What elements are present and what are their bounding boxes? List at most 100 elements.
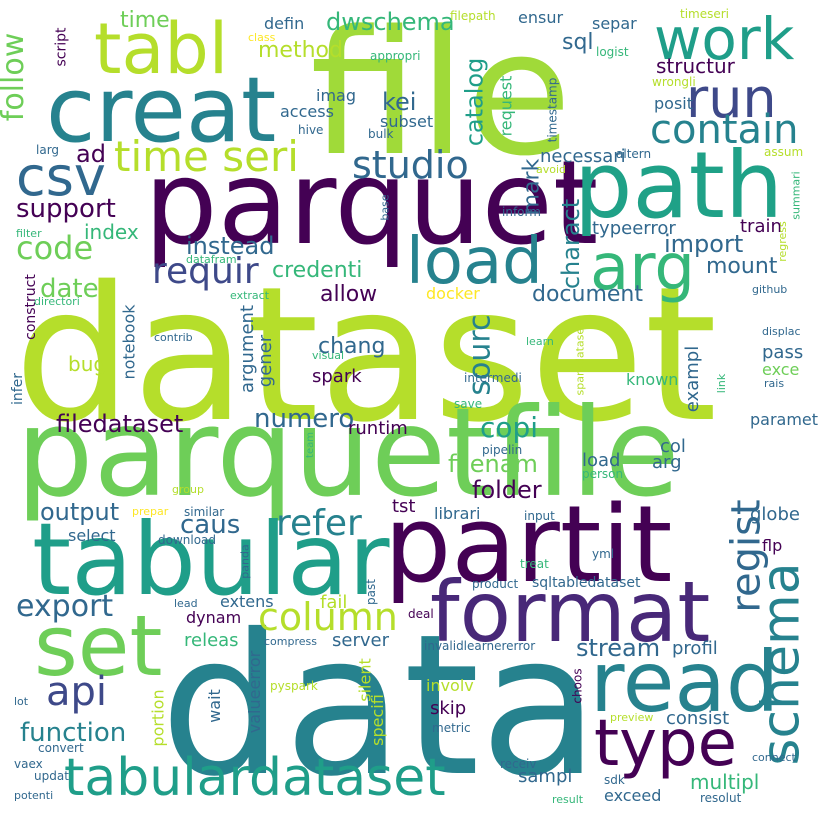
word-lead: lead [174, 597, 198, 610]
word-bug: bug [68, 352, 107, 376]
word-extract: extract [230, 289, 270, 302]
word-compress: compress [264, 635, 317, 648]
word-displac: displac [762, 325, 801, 338]
word-separ: separ [592, 14, 637, 33]
word-directori: directori [34, 295, 80, 308]
word-method: method [258, 38, 343, 63]
word-preview: preview [610, 711, 654, 724]
word-specifi: specifi [367, 694, 387, 746]
word-save: save [454, 397, 483, 411]
word-credenti: credenti [272, 258, 363, 283]
word-class: class [248, 31, 276, 44]
word-metric: metric [432, 721, 471, 735]
word-subset: subset [380, 112, 434, 131]
word-inform: inform [502, 205, 541, 219]
word-sdk: sdk [604, 773, 625, 787]
word-bulk: bulk [368, 127, 394, 141]
word-regress: regress [775, 221, 789, 262]
word-resolut: resolut [700, 791, 742, 805]
word-runtim: runtim [348, 418, 408, 439]
word-tabl: tabl [94, 8, 229, 90]
word-globe: globe [750, 504, 800, 525]
word-requir: requir [152, 251, 259, 292]
word-link: link [715, 373, 729, 394]
word-wrongli: wrongli [652, 75, 696, 89]
word-tabular: tabular [32, 501, 390, 618]
word-dynam: dynam [186, 608, 242, 627]
word-format: format [430, 563, 711, 661]
word-similar: similar [184, 505, 225, 519]
word-index: index [84, 220, 139, 244]
word-necessari: necessari [540, 146, 626, 167]
word-altern: altern [616, 147, 652, 161]
word-fail: fail [320, 592, 348, 613]
word-multipl: multipl [690, 770, 760, 794]
word-exce: exce [762, 360, 800, 379]
word-creat: creat [46, 58, 277, 163]
word-timestamp: timestamp [545, 77, 560, 143]
word-set: set [34, 597, 163, 695]
word-train: train [740, 216, 782, 237]
word-date: date [40, 274, 99, 304]
word-arg-small: arg [652, 452, 682, 473]
word-connect: connect [752, 751, 796, 764]
word-mount: mount [706, 254, 778, 279]
word-result: result [552, 793, 584, 806]
word-load-small: load [582, 450, 621, 471]
word-refer: refer [276, 503, 362, 544]
word-request: request [496, 75, 516, 137]
word-numero: numero [254, 404, 355, 434]
word-timeseri: timeseri [680, 7, 730, 21]
word-input: input [524, 509, 555, 523]
word-dataset: dataset [14, 246, 718, 463]
word-ad: ad [76, 140, 106, 168]
word-output: output [40, 498, 120, 526]
word-contrib: contrib [154, 331, 193, 344]
word-spark: spark [312, 366, 362, 387]
word-logist: logist [596, 45, 629, 59]
word-chang: chang [318, 334, 386, 359]
word-csv: csv [16, 145, 106, 208]
word-filedataset: filedataset [56, 410, 184, 438]
word-panda: panda [238, 544, 252, 579]
word-valueerror: valueerror [245, 650, 265, 734]
word-avoid: avoid [536, 163, 567, 176]
word-sampl: sampl [518, 766, 573, 787]
word-convert: convert [38, 741, 84, 755]
word-flp: flp [762, 536, 783, 555]
word-api: api [46, 669, 108, 715]
word-studio: studio [352, 143, 469, 187]
word-extens: extens [220, 592, 274, 611]
word-stream: stream [576, 634, 661, 662]
word-consist: consist [666, 708, 730, 729]
word-prepar: prepar [132, 505, 169, 518]
word-team: team [304, 432, 316, 458]
word-librari: librari [434, 504, 481, 523]
word-infer: infer [10, 372, 27, 406]
word-profil: profil [672, 638, 718, 659]
word-assum: assum [764, 145, 804, 159]
word-load: load [406, 225, 543, 299]
word-posit: posit [654, 94, 693, 113]
word-tst: tst [392, 496, 416, 517]
word-pipelin: pipelin [482, 443, 523, 457]
word-datafram: datafram [186, 253, 237, 266]
word-lot: lot [14, 695, 29, 708]
word-learn: learn [526, 335, 554, 348]
word-updat: updat [34, 769, 69, 783]
word-past: past [363, 579, 378, 605]
word-filenam: filenam [448, 450, 538, 478]
word-work: work [654, 5, 795, 73]
word-partit: partit [384, 483, 673, 606]
word-catalog: catalog [460, 57, 489, 147]
word-pass: pass [762, 342, 804, 363]
word-rais: rais [764, 377, 785, 390]
word-invalidlearnererror: invalidlearnererror [424, 639, 536, 653]
word-sqltabledataset: sqltabledataset [532, 575, 641, 591]
word-file: file [310, 0, 572, 194]
word-visual: visual [312, 349, 345, 362]
word-code: code [16, 229, 94, 267]
word-parquet: parquet [144, 136, 599, 271]
word-wait: wait [204, 689, 224, 723]
word-import: import [664, 230, 744, 258]
